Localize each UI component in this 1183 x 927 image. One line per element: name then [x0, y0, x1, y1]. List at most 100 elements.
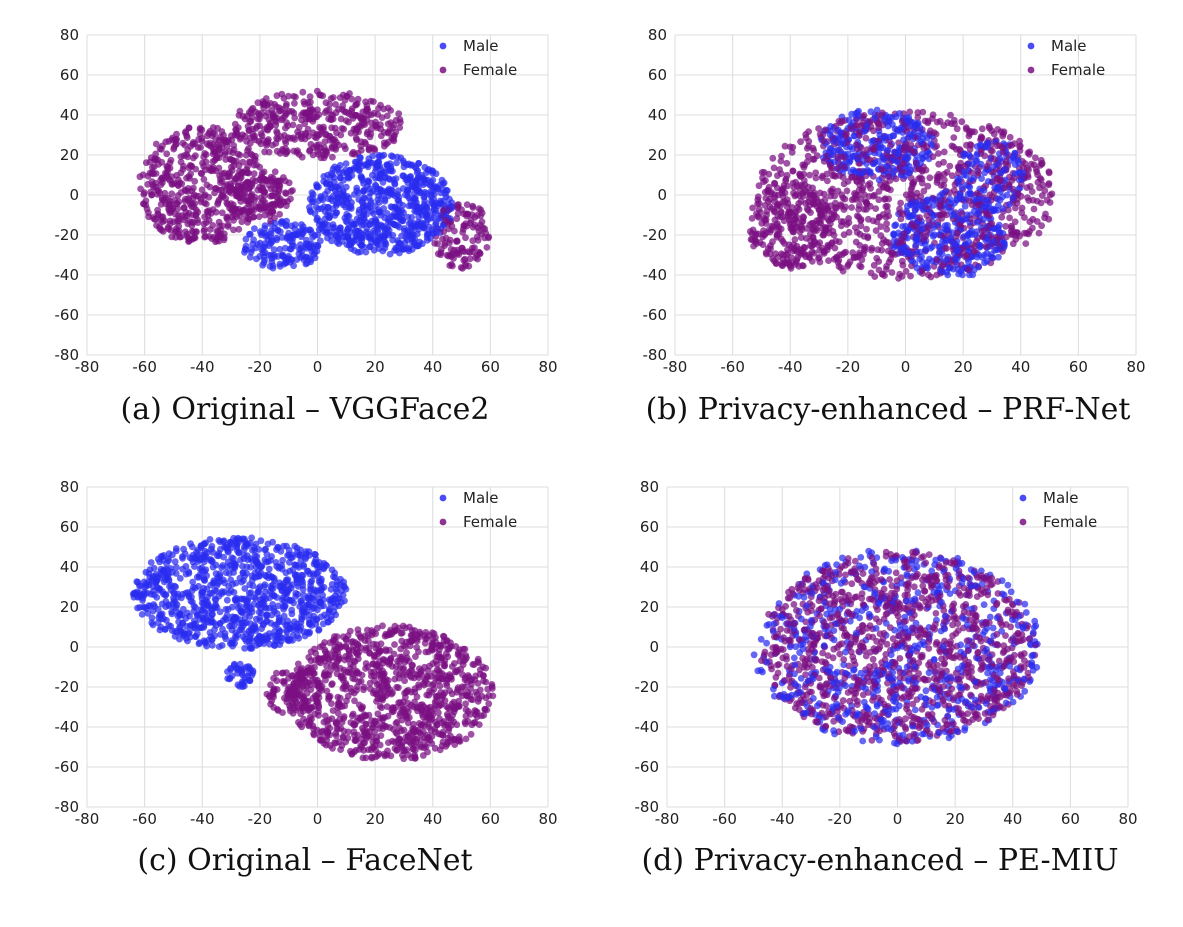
scatter-point-female [773, 233, 781, 241]
scatter-point-female [329, 153, 336, 161]
scatter-point-male [381, 197, 389, 205]
scatter-point-male [355, 206, 363, 214]
scatter-point-male [958, 184, 966, 192]
scatter-point-female [198, 170, 206, 178]
scatter-point-female [978, 227, 986, 235]
scatter-point-female [940, 170, 948, 178]
scatter-point-female [455, 201, 462, 208]
scatter-point-female [754, 200, 761, 208]
scatter-point-female [153, 222, 160, 229]
scatter-point-male [138, 611, 146, 618]
scatter-point-male [389, 153, 397, 161]
scatter-point-female [246, 185, 253, 192]
scatter-point-male [241, 645, 249, 652]
scatter-point-male [313, 182, 321, 190]
scatter-point-female [921, 117, 929, 125]
scatter-point-male [297, 241, 304, 249]
scatter-point-female [797, 234, 805, 242]
scatter-point-male [957, 195, 965, 203]
scatter-point-female [181, 186, 189, 194]
scatter-point-male [394, 222, 401, 230]
scatter-point-female [869, 192, 877, 200]
scatter-point-female [760, 227, 767, 235]
scatter-point-female [473, 211, 481, 219]
scatter-point-female [462, 735, 470, 743]
scatter-point-female [1003, 233, 1010, 241]
scatter-point-female [892, 175, 900, 183]
scatter-point-male [385, 175, 393, 183]
scatter-point-female [867, 184, 874, 192]
scatter-point-male [433, 184, 440, 191]
scatter-point-female [345, 118, 352, 126]
scatter-point-female [839, 194, 847, 202]
scatter-point-female [847, 125, 855, 132]
scatter-point-female [327, 95, 335, 102]
scatter-point-female [243, 138, 250, 145]
scatter-point-female [843, 130, 850, 138]
scatter-point-female [1035, 229, 1043, 237]
scatter-point-female [863, 225, 870, 233]
scatter-point-female [264, 109, 272, 117]
scatter-point-female [834, 153, 841, 161]
scatter-point-female [250, 213, 257, 221]
scatter-point-male [415, 160, 423, 167]
scatter-point-male [395, 239, 403, 247]
scatter-point-female [840, 206, 848, 214]
scatter-point-female [887, 255, 894, 263]
scatter-point-male [149, 621, 157, 629]
scatter-point-male [416, 209, 424, 217]
scatter-point-female [278, 90, 286, 98]
scatter-point-male [398, 232, 405, 240]
scatter-point-male [913, 264, 921, 272]
scatter-point-female [453, 215, 461, 223]
scatter-point-female [864, 156, 871, 163]
scatter-point-female [362, 660, 370, 667]
scatter-point-female [858, 122, 866, 129]
scatter-point-female [149, 168, 156, 176]
scatter-point-female [297, 710, 305, 718]
scatter-point-female [815, 255, 822, 262]
scatter-point-male [922, 197, 930, 204]
scatter-point-male [425, 166, 433, 173]
scatter-point-female [919, 108, 927, 116]
scatter-point-male [307, 226, 314, 234]
scatter-point-female [1032, 154, 1039, 162]
scatter-point-male [148, 614, 156, 622]
scatter-point-female [186, 175, 194, 182]
scatter-point-male [875, 176, 883, 184]
scatter-point-male [868, 138, 875, 145]
scatter-point-male [834, 126, 842, 134]
scatter-point-male [848, 110, 856, 118]
scatter-point-male [396, 208, 404, 216]
scatter-point-female [793, 182, 801, 190]
scatter-point-male [973, 157, 981, 165]
scatter-point-male [374, 173, 382, 181]
scatter-point-male [930, 201, 937, 209]
scatter-point-female [1009, 240, 1017, 248]
scatter-point-female [855, 128, 863, 136]
scatter-point-female [792, 224, 799, 232]
scatter-point-female [834, 165, 842, 172]
scatter-point-female [165, 206, 173, 214]
x-tick-label: 0 [901, 358, 911, 376]
scatter-point-male [432, 207, 440, 215]
scatter-point-female [241, 132, 249, 140]
scatter-point-female [352, 134, 360, 142]
scatter-point-female [287, 195, 294, 203]
scatter-point-female [261, 211, 269, 219]
scatter-point-female [483, 244, 491, 251]
scatter-point-female [779, 262, 786, 270]
scatter-point-female [798, 226, 806, 234]
scatter-point-male [990, 238, 997, 245]
scatter-point-female [818, 174, 826, 182]
scatter-point-female [222, 195, 230, 202]
scatter-point-female [462, 262, 469, 270]
scatter-point-male [288, 256, 296, 264]
scatter-point-male [424, 231, 432, 238]
scatter-point-female [807, 209, 814, 217]
scatter-point-male [394, 196, 402, 204]
scatter-point-female [964, 266, 972, 273]
scatter-point-female [986, 212, 993, 219]
scatter-point-female [261, 188, 269, 196]
x-tick-label: 20 [954, 358, 973, 376]
